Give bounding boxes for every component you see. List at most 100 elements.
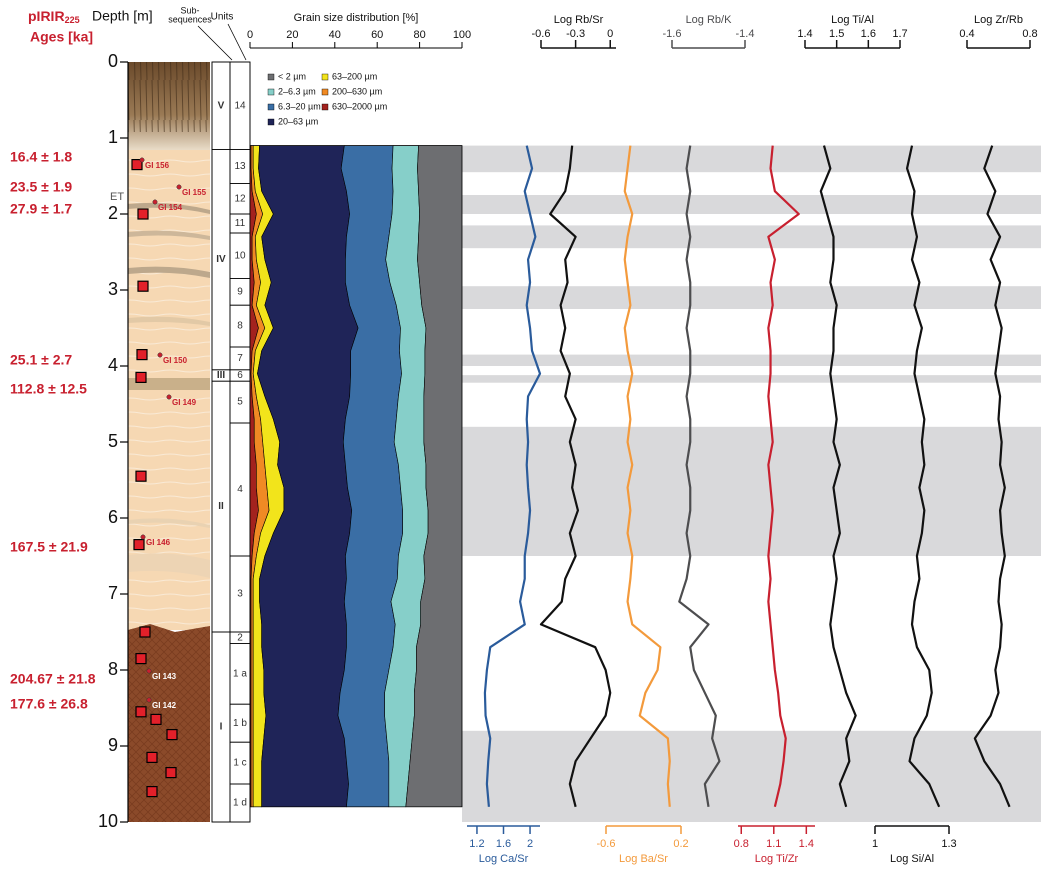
x-axis-title: Log Rb/Sr (554, 14, 604, 26)
sample-marker (135, 652, 147, 665)
subsequence-label: 10 (234, 250, 246, 261)
age-label: 177.6 ± 26.8 (10, 696, 88, 712)
curve (539, 145, 612, 808)
unit-label: I (220, 722, 223, 733)
depth-tick-label: 6 (108, 507, 118, 527)
x-axis-title: Log Si/Al (890, 853, 934, 865)
sample-dot (140, 534, 146, 540)
x-axis-title: Log Rb/K (686, 14, 733, 26)
curve (973, 145, 1011, 808)
x-tick-label: 0.8 (1022, 28, 1037, 40)
sample-marker (133, 538, 145, 551)
et-label: ET (110, 191, 124, 203)
legend-swatch (321, 73, 329, 81)
x-axis-title: Log Ba/Sr (619, 853, 668, 865)
sample-dot (176, 184, 182, 190)
depth-tick-label: 0 (108, 51, 118, 71)
sample-marker (136, 349, 148, 361)
sample-marker (139, 626, 151, 638)
age-label: 112.8 ± 12.5 (10, 381, 87, 397)
sample-marker (146, 785, 158, 798)
sample-dot (152, 199, 158, 205)
grain-tick-label: 0 (247, 29, 253, 41)
curve (767, 145, 800, 808)
curve (623, 145, 671, 807)
depth-tick-label: 2 (108, 203, 118, 223)
shaded-interval (462, 145, 1041, 173)
x-tick-label: -1.6 (663, 28, 682, 40)
sample-label: GI 146 (146, 538, 171, 547)
age-title: pIRIR225 (28, 8, 80, 26)
grain-tick-label: 20 (286, 29, 298, 41)
layer-band (128, 316, 210, 326)
x-axis-title: Log Ca/Sr (479, 853, 529, 865)
x-tick-label: -0.3 (566, 28, 585, 40)
layer-band (128, 378, 210, 390)
sample-label: GI 156 (145, 161, 170, 170)
legend-label: 6.3–20 µm (278, 101, 321, 111)
shaded-interval (462, 426, 1041, 556)
x-tick-label: 1.4 (797, 28, 812, 40)
sample-dot (157, 352, 163, 358)
age-unit: Ages [ka] (30, 29, 93, 45)
x-tick-label: 2 (527, 838, 533, 850)
curve (678, 145, 721, 807)
legend-swatch (321, 103, 329, 111)
grain-tick-label: 80 (413, 29, 425, 41)
curve (483, 145, 542, 807)
depth-tick-label: 9 (108, 735, 118, 755)
age-label: 167.5 ± 21.9 (10, 539, 88, 555)
x-tick-label: 0.8 (734, 838, 749, 850)
sample-label: GI 155 (182, 188, 207, 197)
depth-tick-label: 8 (108, 659, 118, 679)
legend-swatch (321, 88, 329, 96)
subsequence-label: 12 (234, 193, 246, 204)
x-tick-label: -1.4 (736, 28, 755, 40)
units-label: Units (211, 12, 234, 23)
sample-marker (135, 371, 147, 383)
layer-band (128, 202, 210, 214)
leader-line (227, 23, 247, 61)
age-label: 204.67 ± 21.8 (10, 671, 96, 687)
x-tick-label: 0 (607, 28, 613, 40)
subsequence-label: 1 b (233, 718, 247, 729)
depth-tick-label: 5 (108, 431, 118, 451)
depth-tick-label: 4 (108, 355, 118, 375)
x-tick-label: 1.2 (469, 838, 484, 850)
x-tick-label: 1.3 (941, 838, 956, 850)
sample-marker (137, 208, 149, 220)
legend-swatch (267, 73, 275, 81)
subseq-label: Sub- (180, 5, 199, 15)
x-tick-label: 1.6 (861, 28, 876, 40)
sample-marker (165, 766, 177, 779)
shaded-interval (462, 730, 1041, 822)
age-label: 16.4 ± 1.8 (10, 149, 72, 165)
subsequence-label: 8 (237, 321, 243, 332)
shaded-interval (462, 286, 1041, 309)
legend-label: 2–6.3 µm (278, 86, 316, 96)
legend-label: 630–2000 µm (332, 101, 387, 111)
subsequence-label: 1 a (233, 668, 247, 679)
grain-title: Grain size distribution [%] (294, 12, 419, 24)
grain-frame (249, 145, 463, 808)
subsequence-label: 5 (237, 397, 243, 408)
x-tick-label: 1.1 (766, 838, 781, 850)
sample-marker (135, 470, 147, 482)
soil-roots (128, 62, 210, 132)
sample-label: GI 149 (172, 398, 197, 407)
subsequence-label: 7 (237, 353, 243, 364)
grain-tick-label: 100 (453, 29, 471, 41)
sample-marker (146, 751, 158, 764)
age-title-main: pIRIR (28, 8, 65, 24)
sample-label: GI 142 (152, 701, 177, 710)
shaded-interval (462, 225, 1041, 249)
age-label: 23.5 ± 1.9 (10, 179, 72, 195)
sample-marker (150, 713, 162, 726)
subsequence-label: 1 c (233, 758, 246, 769)
legend-swatch (267, 88, 275, 96)
unit-label: III (217, 370, 226, 381)
sample-label: GI 143 (152, 672, 177, 681)
age-label: 25.1 ± 2.7 (10, 352, 72, 368)
subsequence-label: 9 (237, 287, 243, 298)
sample-marker (131, 159, 143, 171)
